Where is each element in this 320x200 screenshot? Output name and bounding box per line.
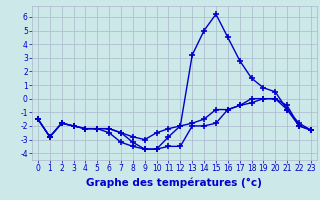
X-axis label: Graphe des températures (°c): Graphe des températures (°c) [86,177,262,188]
